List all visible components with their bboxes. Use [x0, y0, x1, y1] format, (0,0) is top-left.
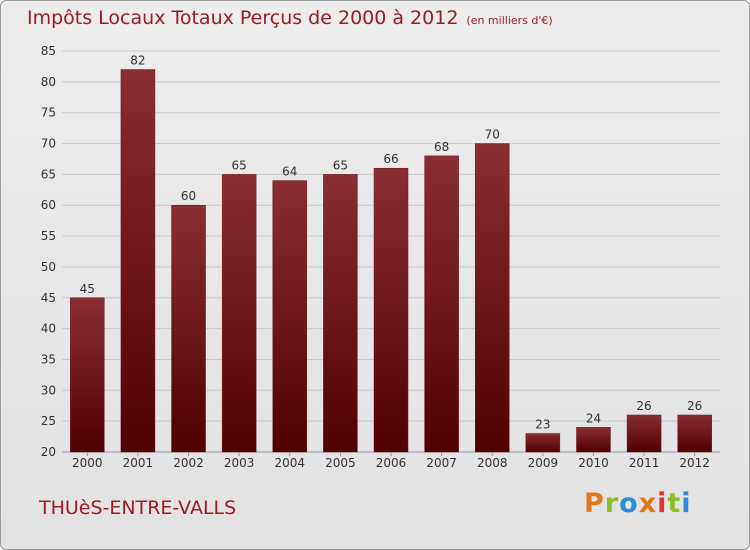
bar-2011 — [626, 414, 662, 453]
data-labels: 45 82 60 65 64 65 66 68 70 23 24 26 26 — [80, 54, 703, 432]
x-tick-label-2008: 2008 — [477, 456, 508, 470]
y-tick-label: 65 — [41, 167, 56, 181]
x-tick-label-2004: 2004 — [274, 456, 305, 470]
x-tick-label-2003: 2003 — [224, 456, 255, 470]
logo-letter: i — [657, 488, 668, 519]
x-tick-label-2011: 2011 — [629, 456, 660, 470]
y-tick-label: 20 — [41, 445, 56, 459]
data-label-2003: 65 — [232, 158, 247, 172]
logo-letter: t — [667, 488, 682, 519]
logo-letter: x — [638, 488, 658, 519]
x-axis: 2000 2001 2002 2003 2004 2005 2006 2007 2008 2009… — [72, 452, 710, 470]
y-tick-label: 60 — [41, 198, 56, 212]
bars — [70, 69, 712, 453]
data-label-2011: 26 — [636, 399, 651, 413]
data-label-2001: 82 — [130, 54, 145, 68]
x-tick-label-2007: 2007 — [426, 456, 457, 470]
chart-title: Impôts Locaux Totaux Perçus de 2000 à 20… — [27, 7, 553, 29]
data-label-2000: 45 — [80, 282, 95, 296]
logo-letter: i — [681, 488, 692, 519]
y-tick-label: 85 — [41, 44, 56, 58]
data-label-2006: 66 — [383, 152, 398, 166]
bar-2003 — [221, 174, 257, 453]
data-label-2008: 70 — [485, 128, 500, 142]
logo-letter: P — [584, 488, 605, 519]
x-tick-label-2009: 2009 — [528, 456, 559, 470]
bar-2008 — [474, 143, 510, 453]
bar-2010 — [576, 427, 611, 453]
bar-2000 — [70, 297, 105, 453]
x-tick-label-2012: 2012 — [679, 456, 710, 470]
logo-letter: r — [604, 488, 620, 519]
bar-2007 — [424, 155, 459, 453]
y-tick-label: 30 — [41, 383, 56, 397]
y-tick-label: 55 — [41, 229, 56, 243]
y-tick-label: 80 — [41, 75, 56, 89]
x-tick-label-2001: 2001 — [123, 456, 154, 470]
data-label-2004: 64 — [282, 165, 297, 179]
bar-2009 — [525, 433, 561, 453]
y-tick-label: 25 — [41, 414, 56, 428]
bar-2005 — [323, 174, 358, 453]
y-tick-label: 75 — [41, 106, 56, 120]
y-tick-label: 40 — [41, 322, 56, 336]
x-tick-label-2002: 2002 — [173, 456, 204, 470]
data-label-2012: 26 — [687, 399, 702, 413]
y-tick-label: 35 — [41, 352, 56, 366]
data-label-2007: 68 — [434, 140, 449, 154]
chart-title-text: Impôts Locaux Totaux Perçus de 2000 à 20… — [27, 7, 459, 29]
data-label-2009: 23 — [535, 417, 550, 431]
chart-unit: (en milliers d'€) — [466, 14, 553, 27]
x-tick-label-2010: 2010 — [578, 456, 609, 470]
bar-2002 — [171, 204, 206, 453]
data-label-2002: 60 — [181, 189, 196, 203]
x-tick-label-2000: 2000 — [72, 456, 103, 470]
x-tick-label-2005: 2005 — [325, 456, 356, 470]
commune-name: THUèS-ENTRE-VALLS — [39, 497, 237, 519]
bar-2001 — [120, 69, 156, 453]
y-tick-label: 50 — [41, 260, 56, 274]
proxiti-logo[interactable]: Proxiti — [584, 488, 692, 519]
bar-2004 — [272, 180, 308, 453]
data-label-2005: 65 — [333, 158, 348, 172]
y-tick-label: 70 — [41, 137, 56, 151]
logo-letter: o — [619, 488, 639, 519]
x-tick-label-2006: 2006 — [376, 456, 407, 470]
y-tick-label: 45 — [41, 291, 56, 305]
bar-2006 — [373, 167, 409, 453]
data-label-2010: 24 — [586, 411, 601, 425]
bar-2012 — [677, 414, 712, 453]
